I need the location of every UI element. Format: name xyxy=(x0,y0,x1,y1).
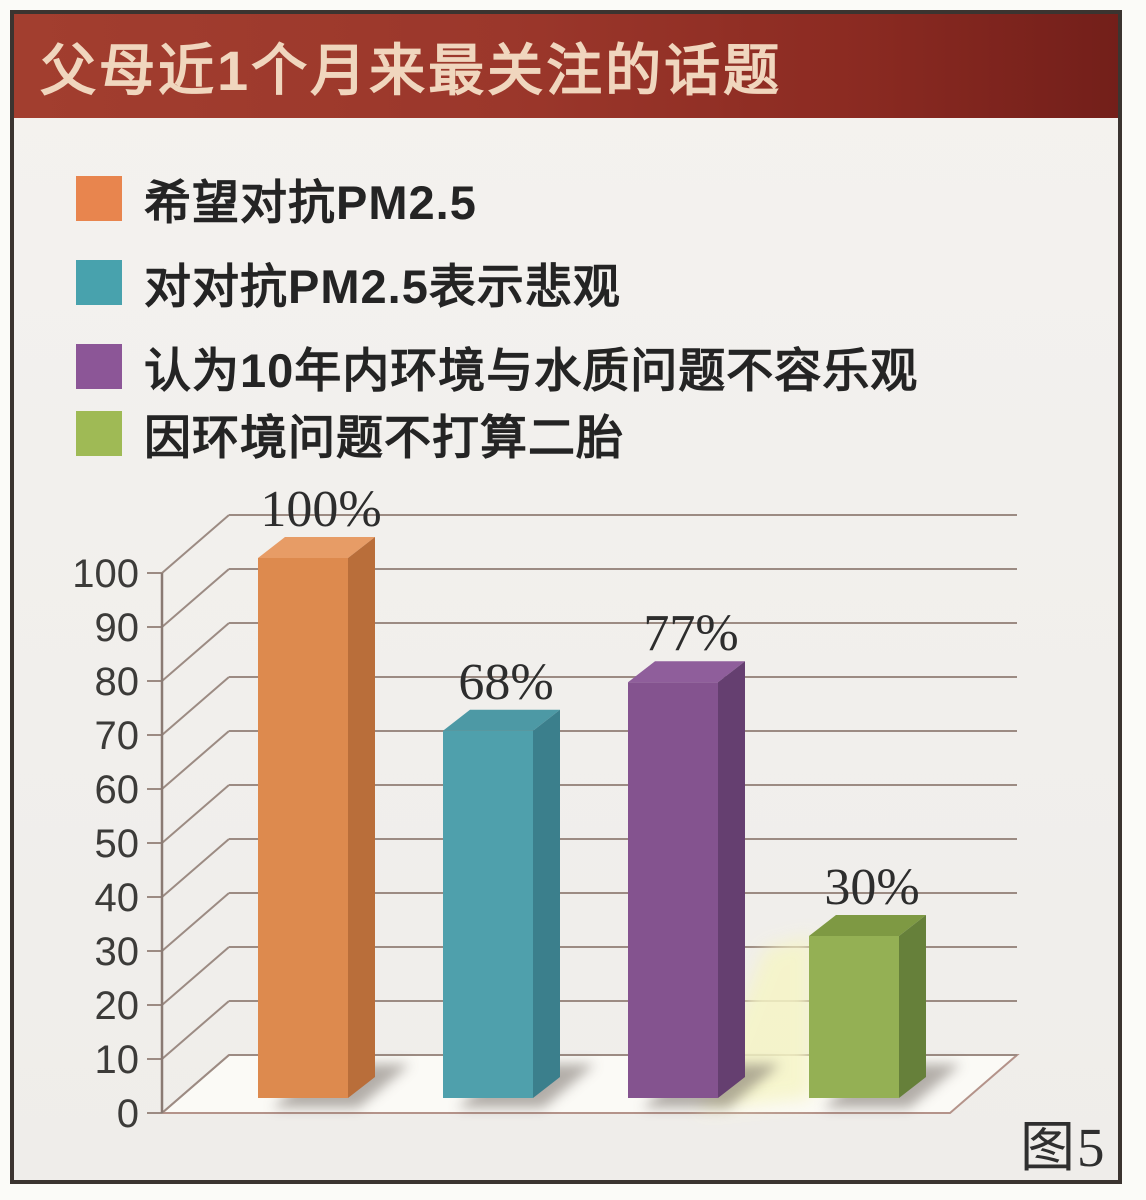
legend-swatch-purple-icon xyxy=(76,344,122,389)
wall-diagonal xyxy=(161,622,230,682)
bar-value-label: 30% xyxy=(824,859,919,916)
bar-top xyxy=(258,537,375,558)
bar-top xyxy=(628,661,745,683)
bar-1: 100% xyxy=(258,481,410,1108)
bar-side xyxy=(348,537,375,1098)
bar-top xyxy=(443,709,560,731)
wall-diagonal xyxy=(161,676,230,736)
legend-item: 因环境问题不打算二胎 xyxy=(76,399,624,468)
wall-diagonal xyxy=(161,1000,230,1060)
legend-label: 因环境问题不打算二胎 xyxy=(144,411,624,464)
bar-top xyxy=(809,915,926,936)
bar-value-label: 77% xyxy=(643,605,738,662)
bar-value-label: 100% xyxy=(260,481,381,538)
legend-item: 对对抗PM2.5表示悲观 xyxy=(76,248,621,317)
wall-diagonal xyxy=(161,568,230,628)
y-tick-label: 70 xyxy=(95,714,140,758)
legend-label: 认为10年内环境与水质问题不容乐观 xyxy=(144,344,919,397)
wall-diagonal xyxy=(161,730,230,790)
bar-2: 68% xyxy=(443,654,595,1108)
y-tick-label: 0 xyxy=(117,1092,139,1136)
bar-front xyxy=(809,936,899,1098)
y-tick-label: 80 xyxy=(95,660,140,704)
y-tick-label: 10 xyxy=(95,1038,140,1082)
bar-3: 77% xyxy=(628,605,780,1108)
legend-swatch-green-icon xyxy=(76,411,122,456)
y-tick-label: 100 xyxy=(72,552,139,596)
bar-value-label: 68% xyxy=(458,654,553,711)
wall-diagonal xyxy=(161,784,230,844)
bar-4: 30% xyxy=(809,859,961,1108)
legend-swatch-teal-icon xyxy=(76,260,122,305)
y-tick-label: 60 xyxy=(95,768,140,812)
y-tick-label: 20 xyxy=(95,984,140,1028)
page-title: 父母近1个月来最关注的话题 xyxy=(40,38,783,102)
legend-swatch-orange-icon xyxy=(76,176,122,221)
wall-diagonal xyxy=(161,1054,230,1114)
legend-item: 认为10年内环境与水质问题不容乐观 xyxy=(76,332,918,401)
y-tick-label: 50 xyxy=(95,822,140,866)
title-bar: 父母近1个月来最关注的话题 xyxy=(14,14,1118,118)
bar-front xyxy=(628,682,718,1098)
legend-label: 希望对抗PM2.5 xyxy=(144,176,477,229)
bar-side xyxy=(899,915,926,1098)
bar-side xyxy=(718,661,745,1098)
legend-item: 希望对抗PM2.5 xyxy=(76,164,477,233)
wall-diagonal xyxy=(161,514,230,574)
y-tick-label: 90 xyxy=(95,606,140,650)
wall-diagonal xyxy=(161,946,230,1006)
legend-label: 对对抗PM2.5表示悲观 xyxy=(144,260,621,313)
y-tick-label: 40 xyxy=(95,876,140,920)
bar-front xyxy=(258,558,348,1098)
wall-diagonal xyxy=(161,838,230,898)
y-tick-label: 30 xyxy=(95,930,140,974)
figure-caption: 图5 xyxy=(1020,1117,1107,1178)
wall-diagonal xyxy=(161,892,230,952)
bar-front xyxy=(443,730,533,1098)
bar-side xyxy=(533,709,560,1098)
